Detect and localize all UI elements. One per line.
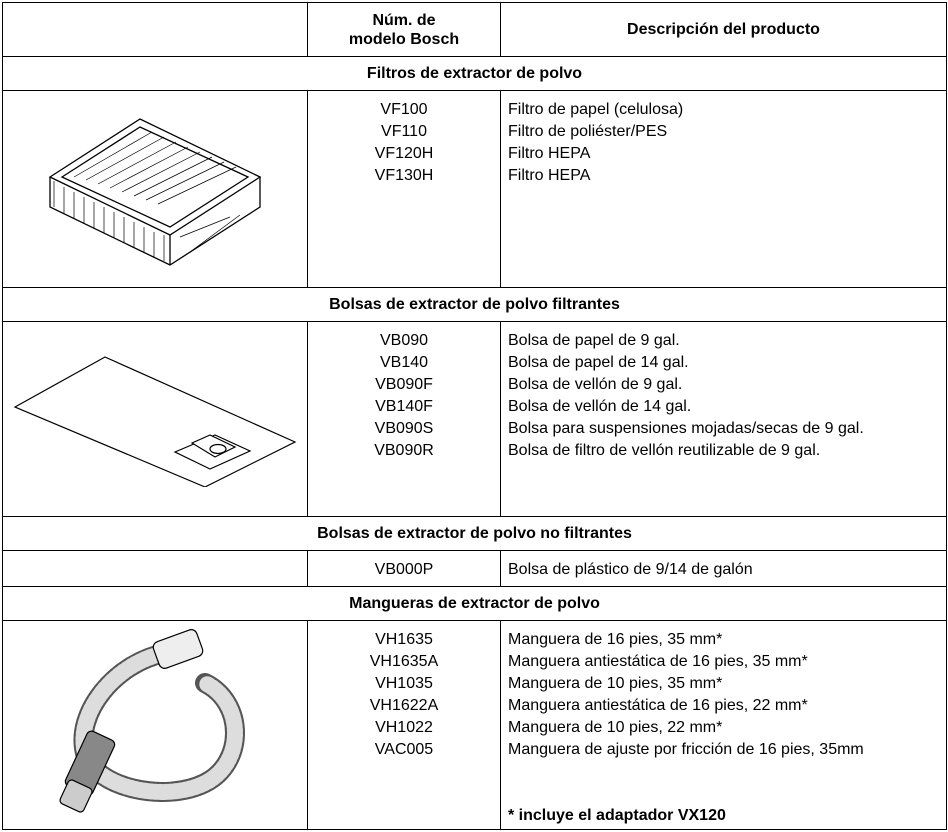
header-text: Núm. de modelo Bosch (348, 11, 460, 48)
model-number: VF120H (374, 145, 434, 162)
description-cell: Manguera de 16 pies, 35 mm* Manguera anti… (500, 620, 947, 830)
hose-illustration (59, 628, 245, 813)
header-text: Descripción del producto (627, 21, 820, 38)
section-row: Filtros de extractor de polvo (2, 56, 947, 91)
description: Manguera de 10 pies, 35 mm* (508, 675, 723, 692)
model-cell: VH1635 VH1635A VH1035 VH1622A VH1022 VAC005 (307, 620, 501, 830)
model-number: VB140F (375, 398, 433, 415)
model-number: VB090R (374, 442, 434, 459)
table-body: Filtros de extractor de polvo VF100 VF110… (2, 56, 947, 830)
description: Filtro HEPA (508, 167, 591, 184)
item-row: VF100 VF110 VF120H VF130H Filtro de papel (c… (2, 90, 947, 288)
description: Filtro de papel (celulosa) (508, 101, 684, 118)
model-cell: VF100 VF110 VF120H VF130H (307, 90, 501, 288)
description: Bolsa de vellón de 9 gal. (508, 376, 683, 393)
model-number: VB090 (379, 332, 429, 349)
description: Bolsa para suspensiones mojadas/secas de… (508, 420, 864, 437)
description-cell: Bolsa de papel de 9 gal. Bolsa de papel d… (500, 321, 947, 517)
description: Manguera de 10 pies, 22 mm* (508, 719, 723, 736)
description: Bolsa de plástico de 9/14 de galón (508, 561, 753, 578)
bag-illustration (13, 355, 297, 488)
description: Manguera de 16 pies, 35 mm* (508, 631, 723, 648)
section-row: Bolsas de extractor de polvo no filtrant… (2, 516, 947, 551)
description: Bolsa de filtro de vellón reutilizable d… (508, 442, 821, 459)
model-number: VB000P (374, 561, 434, 578)
filter-illustration (48, 117, 262, 266)
model-number: VF130H (374, 167, 434, 184)
header-cell: Descripción del producto (500, 2, 947, 57)
description: Bolsa de papel de 9 gal. (508, 332, 680, 349)
model-number: VAC005 (374, 741, 434, 758)
model-number: VH1022 (375, 719, 433, 736)
item-row: VB090 VB140 VB090F VB140F VB090S VB090R Bolsa … (2, 321, 947, 517)
model-number: VB090F (375, 376, 433, 393)
section-title: Bolsas de extractor de polvo filtrantes (2, 287, 947, 322)
description: Manguera antiestática de 16 pies, 22 mm* (508, 697, 808, 714)
item-row: VB000P Bolsa de plástico de 9/14 de galón (2, 550, 947, 587)
description: Filtro de poliéster/PES (508, 123, 668, 140)
image-cell (2, 550, 308, 587)
section-title: Bolsas de extractor de polvo no filtrant… (2, 516, 947, 551)
model-number: VH1622A (369, 697, 439, 714)
item-row: VH1635 VH1635A VH1035 VH1622A VH1022 VAC005 Ma… (2, 620, 947, 830)
footnote: * incluye el adaptador VX120 (508, 807, 726, 824)
model-number: VF110 (381, 123, 427, 140)
model-number: VH1635A (369, 653, 439, 670)
model-cell: VB090 VB140 VB090F VB140F VB090S VB090R (307, 321, 501, 517)
image-cell (2, 90, 308, 288)
section-row: Mangueras de extractor de polvo (2, 586, 947, 621)
description-cell: Filtro de papel (celulosa) Filtro de poli… (500, 90, 947, 288)
description: Filtro HEPA (508, 145, 591, 162)
model-number: VF100 (380, 101, 428, 118)
model-number: VH1635 (375, 631, 433, 648)
section-title: Filtros de extractor de polvo (2, 56, 947, 91)
model-number: VH1035 (375, 675, 433, 692)
description: Bolsa de papel de 14 gal. (508, 354, 689, 371)
section-row: Bolsas de extractor de polvo filtrantes (2, 287, 947, 322)
header-row: Núm. de modelo Bosch Descripción del pro… (2, 2, 947, 57)
description: Manguera de ajuste por fricción de 16 pi… (508, 741, 864, 758)
image-cell (2, 620, 308, 830)
description-cell: Bolsa de plástico de 9/14 de galón (500, 550, 947, 587)
model-number: VB090S (374, 420, 434, 437)
model-cell: VB000P (307, 550, 501, 587)
image-cell (2, 321, 308, 517)
description: Bolsa de vellón de 14 gal. (508, 398, 692, 415)
header-cell: Núm. de modelo Bosch (307, 2, 501, 57)
header-cell (2, 2, 308, 57)
section-title: Mangueras de extractor de polvo (2, 586, 947, 621)
model-number: VB140 (379, 354, 429, 371)
description: Manguera antiestática de 16 pies, 35 mm* (508, 653, 808, 670)
